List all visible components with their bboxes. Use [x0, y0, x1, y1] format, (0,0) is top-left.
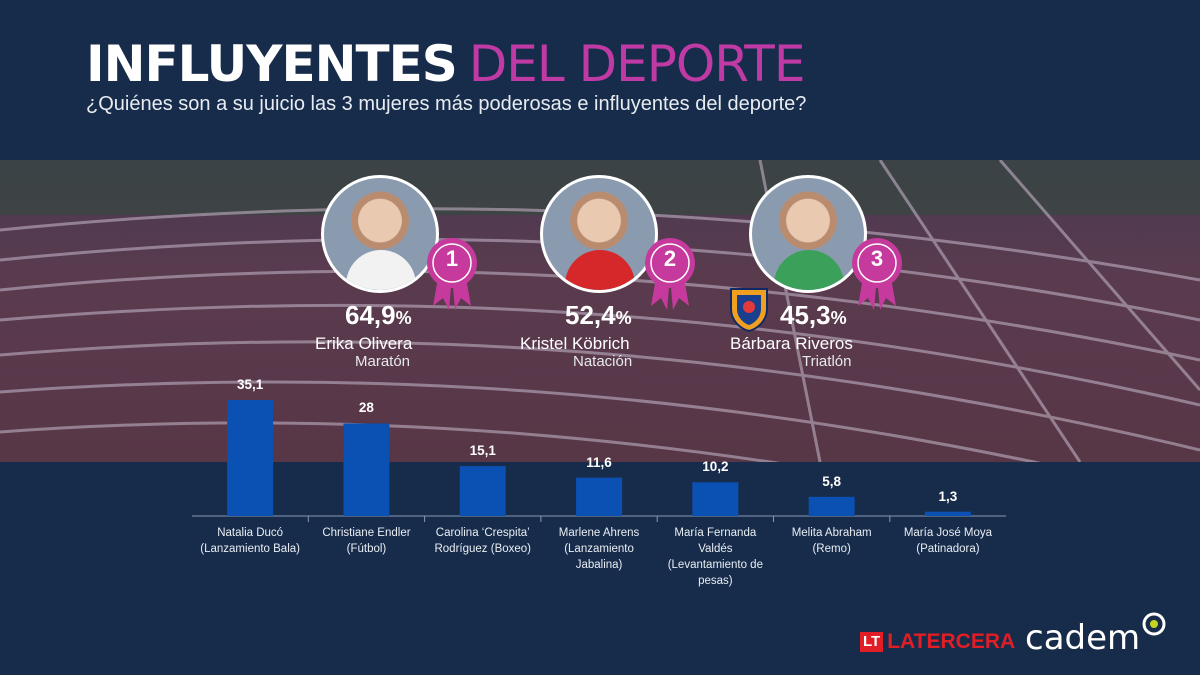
name-1: Erika Olivera: [315, 334, 413, 353]
rank-number: 1: [445, 246, 459, 271]
percent-3: 45,3%: [780, 300, 847, 330]
bar: [227, 400, 274, 516]
subtitle: ¿Quiénes son a su juicio las 3 mujeres m…: [86, 93, 807, 115]
percent-1: 64,9%: [345, 300, 412, 330]
data-label: 15,1: [469, 443, 496, 459]
category-label: María Fernanda Valdés (Levantamiento de pes…: [667, 527, 763, 587]
cadem-dot-icon: [1140, 610, 1168, 643]
rank-badge-2: 2: [643, 236, 697, 316]
page-title: INFLUYENTES DEL DEPORTE: [86, 35, 806, 93]
profile-photo-2: [540, 175, 658, 293]
title-bold: INFLUYENTES: [86, 35, 458, 93]
category-label: María José Moya (Patinadora): [903, 527, 993, 555]
title-light: DEL DEPORTE: [468, 35, 806, 93]
lt-badge: LT: [860, 632, 884, 652]
category-label: Melita Abraham (Remo): [791, 527, 872, 555]
sport-2: Natación: [573, 353, 633, 370]
rank-badge-3: 3: [850, 236, 904, 316]
sport-1: Maratón: [355, 353, 411, 370]
rank-badge-1: 1: [425, 236, 479, 316]
bar: [692, 482, 739, 516]
percent-2: 52,4%: [565, 300, 632, 330]
category-label: Natalia Ducó (Lanzamiento Bala): [200, 527, 300, 555]
name-3: Bárbara Riveros: [730, 334, 853, 353]
data-label: 28: [358, 400, 374, 416]
latercera-logo: LT LATERCERA: [860, 630, 1015, 654]
data-label: 10,2: [702, 459, 729, 475]
profile-photo-1: [321, 175, 439, 293]
category-label: Marlene Ahrens (Lanzamiento Jabalina): [558, 527, 640, 571]
bar: [924, 511, 971, 516]
bar: [576, 477, 623, 516]
rank-number: 2: [663, 246, 677, 271]
bar: [459, 466, 506, 516]
category-label: Christiane Endler (Fútbol): [322, 527, 411, 555]
data-label: 1,3: [938, 488, 958, 504]
cadem-logo: cadem: [1025, 618, 1141, 658]
rank-number: 3: [870, 246, 884, 271]
bar: [808, 496, 855, 516]
name-2: Kristel Köbrich: [520, 334, 630, 353]
data-label: 11,6: [586, 454, 612, 470]
data-label: 5,8: [822, 473, 842, 489]
sport-3: Triatlón: [802, 353, 852, 370]
bar: [343, 423, 390, 516]
data-label: 35,1: [237, 377, 264, 392]
lt-name: LATERCERA: [887, 630, 1016, 653]
profile-photo-3: [749, 175, 867, 293]
category-label: Carolina ‘Crespita’ Rodríguez (Boxeo): [434, 527, 532, 555]
team-shield-icon: [727, 285, 771, 338]
